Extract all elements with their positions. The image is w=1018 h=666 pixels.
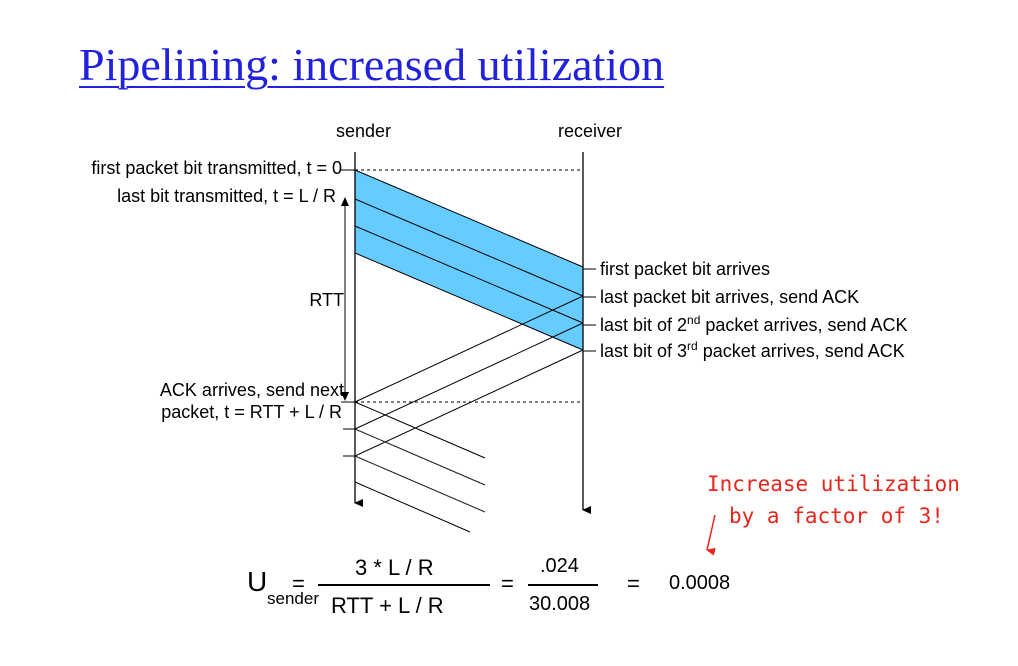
rtt-arrow-head-top <box>341 197 349 206</box>
packet-edges <box>354 169 584 351</box>
annotation-line-2: by a factor of 3! <box>729 504 944 528</box>
send-next-label: packet, t = RTT + L / R <box>161 402 342 422</box>
annotation-arrow <box>706 514 716 556</box>
formula-symbol: U <box>247 566 268 597</box>
slide-title: Pipelining: increased utilization <box>79 39 665 90</box>
equals-sign-2: = <box>501 571 514 596</box>
first-bit-label: first packet bit transmitted, t = 0 <box>91 158 342 178</box>
value-denominator: 30.008 <box>529 593 591 615</box>
rtt-arrow-head-bottom <box>341 392 349 401</box>
receiver-label: receiver <box>558 121 623 141</box>
formula-subscript: sender <box>267 589 319 608</box>
packet-band-3 <box>355 226 583 350</box>
formula-numerator: 3 * L / R <box>355 555 434 580</box>
last-bit-label: last bit transmitted, t = L / R <box>117 186 336 206</box>
next-packet-lines <box>354 401 486 533</box>
ack-lines <box>354 295 584 457</box>
third-arrives-label: last bit of 3rd packet arrives, send ACK <box>600 339 905 361</box>
right-leaders <box>583 268 596 352</box>
packet-band-1 <box>355 170 583 296</box>
first-arrives-label: first packet bit arrives <box>600 259 771 279</box>
value-numerator: .024 <box>540 555 579 577</box>
second-arrives-label: last bit of 2nd packet arrives, send ACK <box>600 313 908 335</box>
ack-arrives-label: ACK arrives, send next <box>159 380 344 400</box>
equals-sign-1: = <box>292 571 305 596</box>
sender-label: sender <box>336 121 392 141</box>
annotation-line-1: Increase utilization <box>707 472 960 496</box>
equals-sign-3: = <box>627 571 640 596</box>
packet-band-2 <box>355 199 583 323</box>
rtt-label: RTT <box>309 290 344 310</box>
next-packet-lines-faint <box>354 428 486 513</box>
formula-result: 0.0008 <box>669 572 731 594</box>
formula-denominator: RTT + L / R <box>331 593 444 618</box>
left-ticks <box>341 169 355 457</box>
last-arrives-label: last packet bit arrives, send ACK <box>600 287 860 307</box>
